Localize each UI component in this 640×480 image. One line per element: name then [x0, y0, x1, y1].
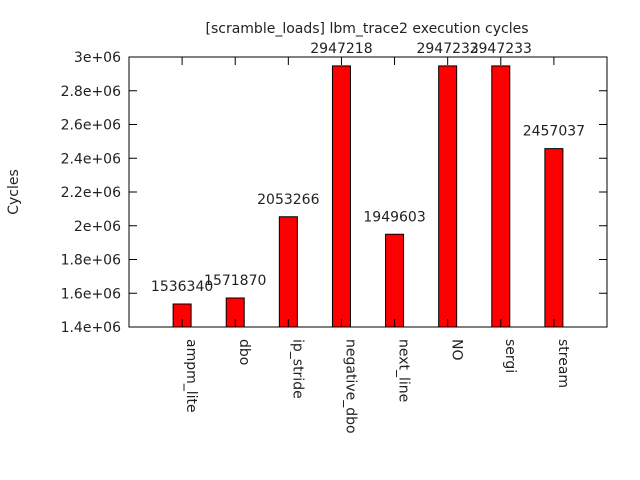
y-tick-label: 2.2e+06: [61, 185, 122, 201]
data-label: 2053266: [257, 192, 319, 208]
y-tick-label: 3e+06: [74, 50, 121, 66]
data-label: 1571870: [204, 273, 266, 289]
data-label: 2947233: [416, 41, 478, 57]
data-label: 2947218: [310, 41, 372, 57]
bar-sergi: [491, 65, 511, 328]
plot-frame: [128, 56, 608, 328]
y-tick-label: 2.6e+06: [61, 118, 122, 134]
data-label: 1536340: [151, 279, 213, 295]
data-label: 2457037: [523, 124, 585, 140]
x-tick-label: next_line: [396, 339, 412, 402]
y-tick-label: 2.4e+06: [61, 151, 122, 167]
x-tick-label: sergi: [502, 339, 518, 373]
x-tick-label: ip_stride: [289, 339, 305, 399]
bar-negative_dbo: [331, 65, 351, 328]
data-label: 1949603: [363, 209, 425, 225]
y-tick-label: 1.4e+06: [61, 320, 122, 336]
data-label: 2947233: [470, 41, 532, 57]
y-tick-label: 1.8e+06: [61, 253, 122, 269]
x-tick-label: negative_dbo: [342, 339, 358, 434]
bar-NO: [438, 65, 458, 328]
ticks-layer: 1.4e+06 1.6e+06 1.8e+06 2e+06 2.2e+06 2.4e+06…: [61, 50, 607, 336]
x-tick-label: ampm_lite: [183, 339, 199, 413]
y-axis-label: Cycles: [6, 169, 22, 215]
bars-layer: [172, 65, 564, 328]
bar-next_line: [385, 233, 405, 328]
x-tick-label: stream: [555, 339, 571, 388]
x-tick-label: dbo: [236, 339, 252, 365]
bar-stream: [544, 148, 564, 328]
y-tick-label: 2.8e+06: [61, 84, 122, 100]
x-tick-label: NO: [449, 339, 465, 361]
bar-ip_stride: [278, 216, 298, 328]
x-tick-labels-layer: ampm_lite dbo ip_stride negative_dbo next_li…: [181, 57, 571, 434]
y-tick-label: 2e+06: [74, 219, 121, 235]
chart-title: [scramble_loads] lbm_trace2 execution cy…: [206, 21, 529, 37]
y-tick-label: 1.6e+06: [61, 286, 122, 302]
